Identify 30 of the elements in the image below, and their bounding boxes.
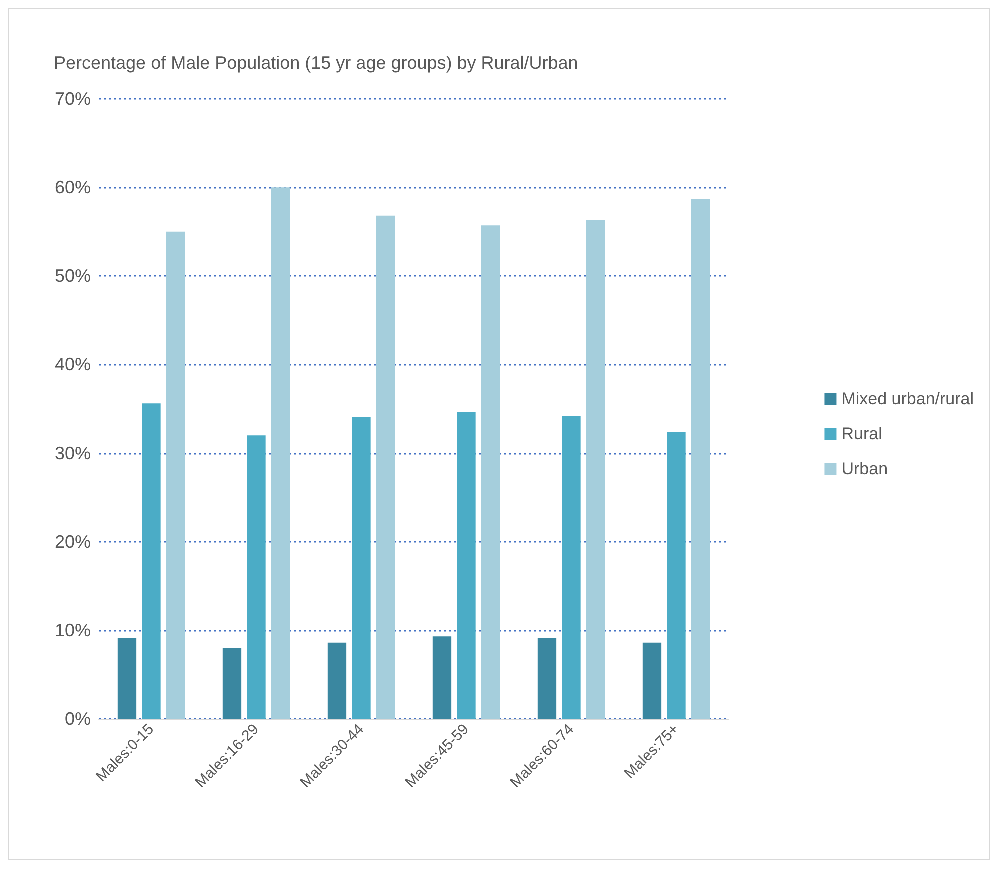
bar xyxy=(457,412,476,719)
y-tick-label: 0% xyxy=(64,709,91,729)
y-tick-label: 30% xyxy=(54,443,91,464)
bar xyxy=(538,638,557,719)
y-tick-label: 40% xyxy=(54,354,91,375)
bar xyxy=(352,416,371,719)
bar xyxy=(481,226,500,719)
bar xyxy=(586,220,606,719)
chart-title: Percentage of Male Population (15 yr age groups) by Rural/Urban xyxy=(54,53,578,73)
bar xyxy=(432,636,452,719)
legend-label: Rural xyxy=(842,424,882,444)
bar xyxy=(642,642,662,719)
bar xyxy=(376,216,396,719)
bar xyxy=(142,404,161,719)
y-tick-label: 20% xyxy=(54,532,91,552)
y-tick-label: 10% xyxy=(54,620,91,640)
bar xyxy=(562,416,581,719)
bar xyxy=(691,199,710,719)
bar xyxy=(166,232,186,719)
bar xyxy=(667,432,686,719)
bar xyxy=(328,642,347,719)
bar xyxy=(271,188,290,719)
legend-label: Mixed urban/rural xyxy=(842,390,974,408)
y-tick-label: 60% xyxy=(54,178,91,198)
bar xyxy=(222,648,242,719)
legend-label: Urban xyxy=(842,460,888,478)
bar xyxy=(118,638,137,719)
y-tick-label: 70% xyxy=(54,89,91,109)
y-tick-label: 50% xyxy=(54,266,91,286)
bar xyxy=(247,436,266,719)
